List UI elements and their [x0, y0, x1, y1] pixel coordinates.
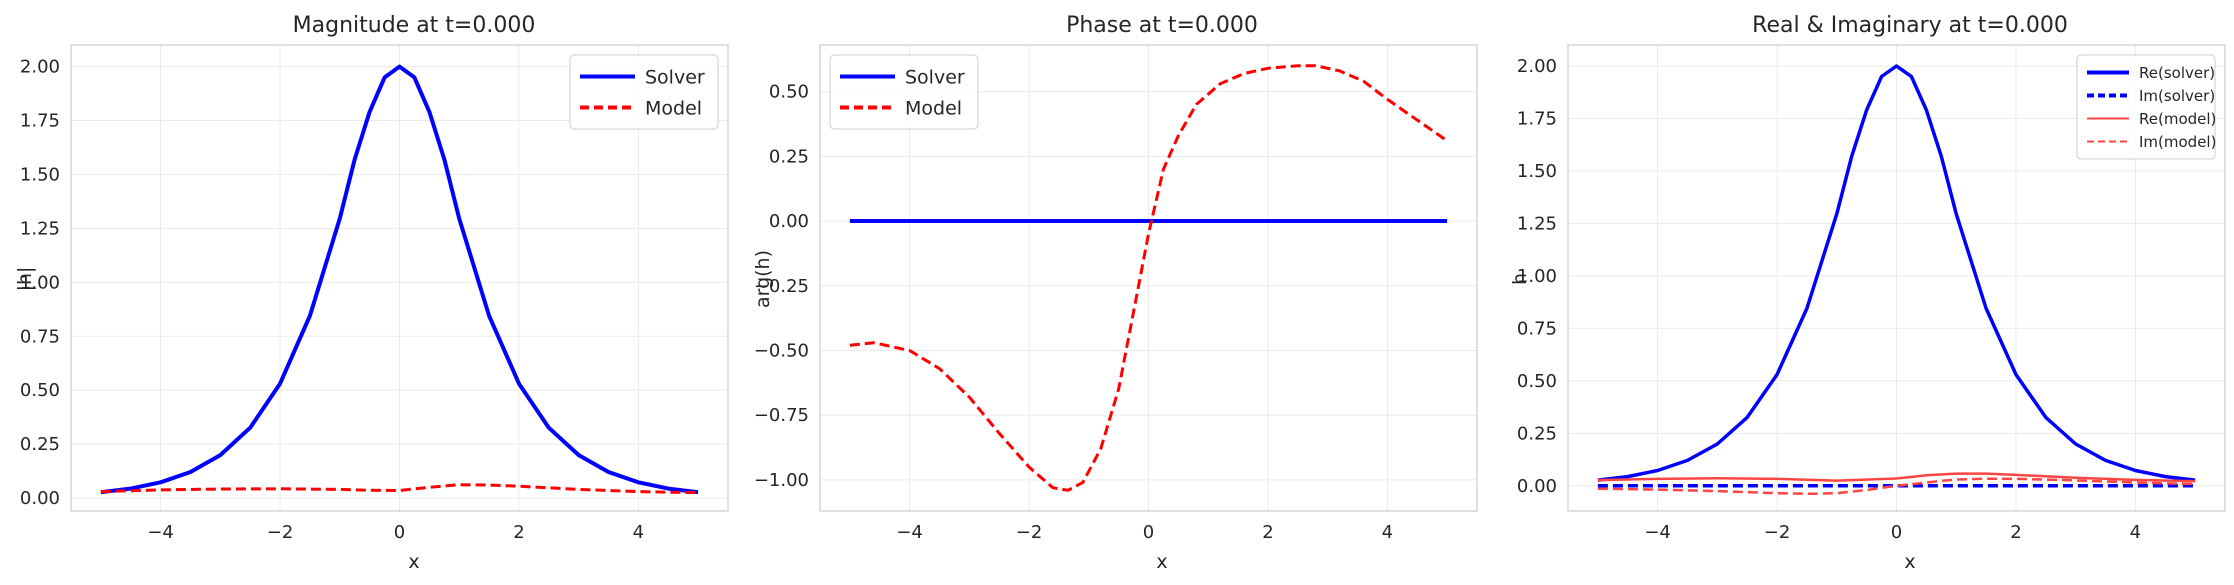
y-tick-label: 0.00: [20, 488, 60, 509]
x-tick-label: −2: [1016, 522, 1043, 543]
y-tick-label: 1.25: [1517, 213, 1557, 234]
y-tick-label: 1.50: [20, 164, 60, 185]
axes-frame: [70, 44, 729, 512]
x-tick-label: 4: [633, 522, 644, 543]
series-line-re-model: [1597, 472, 2196, 483]
y-axis-label: h: [1509, 273, 1531, 285]
legend-label: Im(solver): [2139, 87, 2215, 105]
axes-frame: [1567, 44, 2226, 512]
y-tick-label: 1.25: [20, 218, 60, 239]
legend-label: Solver: [905, 66, 965, 88]
chart-title: Magnitude at t=0.000: [293, 13, 536, 38]
y-tick-label: 1.75: [20, 111, 60, 132]
x-tick-label: −4: [147, 522, 174, 543]
real-imaginary-panel: Real & Imaginary at t=0.000 x h −4 −2 0 2 4 0…: [1509, 13, 2226, 573]
x-tick-label: 2: [1262, 522, 1273, 543]
y-tick-label: 2.00: [20, 57, 60, 78]
x-tick-label: 2: [513, 522, 524, 543]
chart-title: Real & Imaginary at t=0.000: [1752, 13, 2068, 38]
y-tick-label: −0.25: [754, 276, 809, 297]
legend-box: [829, 54, 979, 130]
legend: Solver Model: [569, 54, 719, 130]
x-axis-label: x: [408, 551, 419, 573]
y-tick-label: 0.00: [1517, 476, 1557, 497]
series-line-model: [849, 64, 1448, 492]
y-tick-label: 2.00: [1517, 56, 1557, 77]
x-tick-label: 0: [1143, 522, 1154, 543]
series-line-re-solver: [1597, 64, 2196, 482]
y-tick-label: 0.25: [20, 434, 60, 455]
y-tick-label: 0.25: [1517, 423, 1557, 444]
legend-label: Im(model): [2139, 133, 2216, 151]
x-tick-label: −2: [1764, 522, 1791, 543]
y-tick-label: −0.50: [754, 340, 809, 361]
y-tick-label: 0.50: [20, 380, 60, 401]
y-tick-label: 1.00: [1517, 266, 1557, 287]
series-line-im-model: [1597, 477, 2196, 496]
x-axis-label: x: [1904, 551, 1915, 573]
y-tick-label: −1.00: [754, 470, 809, 491]
legend-label: Re(solver): [2139, 64, 2215, 82]
legend-box: [569, 54, 719, 130]
legend-label: Model: [905, 97, 962, 119]
legend: Re(solver) Im(solver) Re(model) Im(model): [2076, 54, 2216, 160]
legend-box: [2076, 54, 2216, 160]
y-tick-label: 0.75: [20, 326, 60, 347]
x-tick-label: −4: [1644, 522, 1671, 543]
x-tick-label: 0: [1891, 522, 1902, 543]
y-tick-label: 0.50: [769, 82, 809, 103]
axes-frame: [819, 44, 1478, 512]
legend-label: Solver: [645, 66, 705, 88]
magnitude-panel: Magnitude at t=0.000 x |h| −4 −2 0 2 4 0.00 0.…: [14, 13, 729, 573]
chart-title: Phase at t=0.000: [1066, 13, 1258, 38]
legend: Solver Model: [829, 54, 979, 130]
series-line-solver: [100, 64, 699, 495]
series-line-model: [100, 483, 699, 495]
phase-panel: Phase at t=0.000 x arg(h) −4 −2 0 2 4 −1.00 −0…: [752, 13, 1478, 573]
y-axis-label: |h|: [14, 267, 36, 292]
y-tick-label: 0.75: [1517, 318, 1557, 339]
y-tick-label: 0.25: [769, 146, 809, 167]
y-tick-label: 0.50: [1517, 371, 1557, 392]
y-tick-label: 1.50: [1517, 161, 1557, 182]
x-axis-label: x: [1156, 551, 1167, 573]
y-tick-label: 1.75: [1517, 108, 1557, 129]
y-tick-label: 1.00: [20, 272, 60, 293]
x-tick-label: −4: [896, 522, 923, 543]
x-tick-label: 4: [2130, 522, 2141, 543]
y-axis-label: arg(h): [752, 250, 774, 308]
x-tick-label: 2: [2010, 522, 2021, 543]
x-tick-label: 0: [394, 522, 405, 543]
x-tick-label: −2: [267, 522, 294, 543]
x-tick-label: 4: [1382, 522, 1393, 543]
legend-label: Model: [645, 97, 702, 119]
legend-label: Re(model): [2139, 110, 2216, 128]
y-tick-label: 0.00: [769, 211, 809, 232]
y-tick-label: −0.75: [754, 405, 809, 426]
